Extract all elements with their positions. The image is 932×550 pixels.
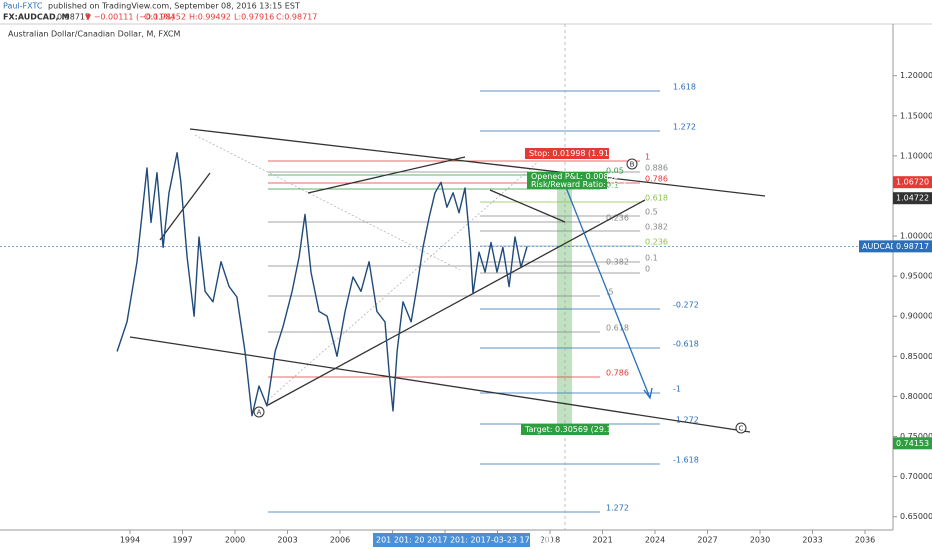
arrow-head [643, 387, 653, 400]
drawing-line [194, 134, 461, 271]
x-tick-label: 1997 [172, 536, 192, 545]
y-tick-label: 0.65000 [900, 512, 932, 521]
x-tick-label: 2003 [277, 536, 297, 545]
drawing-line [564, 184, 651, 399]
price-badge-label: 0.74153 [896, 439, 929, 448]
fib-label: 0.786 [606, 369, 629, 378]
stop-box [525, 148, 609, 159]
drawing-line [489, 189, 566, 223]
wave-label: B [630, 161, 635, 169]
fib-label: 1.272 [673, 123, 696, 132]
drawing-line [189, 128, 766, 197]
published: published on TradingView.com, September … [48, 2, 300, 11]
fib-label: 0.618 [606, 324, 629, 333]
target-zone [557, 187, 572, 425]
x-tick-label: 2000 [225, 536, 245, 545]
badge-name-box [859, 240, 893, 253]
y-tick-label: 0.75000 [900, 432, 932, 441]
pnl-label: Opened P&L: 0.00855 [531, 172, 619, 181]
ratio-label: Risk/Reward Ratio: 15.3 [531, 180, 626, 189]
wave-circle [735, 422, 747, 434]
fib-label: 1 [645, 153, 650, 162]
low: L:0.97916 [234, 13, 274, 22]
x-tick-label: 2006 [330, 536, 350, 545]
symbol: FX:AUDCAD, M [3, 13, 69, 22]
fib-label: -1.272 [673, 416, 699, 425]
target-label: Target: 0.30569 (29.19%) [524, 425, 627, 434]
y-tick-label: 0.95000 [900, 272, 932, 281]
fib-label: 1.618 [673, 83, 696, 92]
price-badge [893, 192, 932, 205]
chart-title: Australian Dollar/Canadian Dollar, M, FX… [8, 30, 181, 39]
fib-label: 0.5 [645, 208, 658, 217]
price-badge-label: 1.06720 [896, 178, 929, 187]
fib-label: .5 [606, 288, 614, 297]
pnl-box [527, 172, 607, 189]
publisher[interactable]: Paul-FXTC [3, 2, 43, 11]
y-tick-label: 1.10000 [900, 151, 932, 160]
y-tick-label: 0.85000 [900, 352, 932, 361]
y-tick-label: 0.70000 [900, 472, 932, 481]
fib-label: 0.786 [645, 175, 668, 184]
change: ▼ −0.00111 (−0.11%) [85, 13, 174, 22]
x-tick-label: 2018 [540, 536, 560, 545]
target-box [521, 424, 609, 435]
crosshair-label: 201 201: 20 2017 201: 2017-03-23 17:00:0… [376, 536, 555, 545]
drawing-line [267, 159, 541, 401]
last: 0.98717 [57, 13, 90, 22]
fib-label: 0.236 [645, 238, 668, 247]
price-badge [893, 176, 932, 189]
x-tick-label: 2036 [855, 536, 875, 545]
wave-circle [626, 158, 638, 170]
open: O:0.98452 [144, 13, 186, 22]
price-badge-label: 0.98717 [896, 242, 929, 251]
fib-label: 0.1 [606, 181, 619, 190]
drawing-line [307, 156, 466, 194]
x-tick-label: 2030 [750, 536, 770, 545]
price-badge [893, 437, 932, 450]
fib-label: 0.05 [606, 167, 624, 176]
crosshair-box [373, 533, 530, 547]
price-badge-label: 1.04722 [896, 194, 929, 203]
fib-label: -0.618 [673, 340, 699, 349]
fib-label: 1.272 [606, 504, 629, 513]
stop-label: Stop: 0.01998 (1.91%) [529, 149, 620, 158]
price-badge [893, 240, 932, 253]
x-tick-label: 1994 [120, 536, 140, 545]
wave-label: A [257, 409, 262, 417]
fib-label: 0.618 [645, 194, 668, 203]
y-tick-label: 0.90000 [900, 312, 932, 321]
drawing-line [159, 172, 211, 241]
fib-label: -0.272 [673, 301, 699, 310]
y-tick-label: 1.20000 [900, 71, 932, 80]
wave-circle [253, 406, 265, 418]
fib-label: -1 [673, 385, 681, 394]
fib-label: 0.236 [606, 214, 629, 223]
drawing-line [267, 199, 646, 406]
fib-label: -1.618 [673, 456, 699, 465]
x-tick-label: 2033 [802, 536, 822, 545]
y-tick-label: 1.00000 [900, 232, 932, 241]
wave-label: C [739, 425, 744, 433]
x-tick-label: 2021 [592, 536, 612, 545]
fib-label: 0.382 [645, 223, 668, 232]
fib-label: 0.1 [645, 254, 658, 263]
y-tick-label: 1.15000 [900, 111, 932, 120]
price-line [116, 152, 528, 417]
x-tick-label: 2027 [697, 536, 717, 545]
fib-label: 0.886 [645, 164, 668, 173]
high: H:0.99492 [189, 13, 231, 22]
badge-name: AUDCAD [862, 242, 897, 251]
fib-label: 0 [645, 265, 650, 274]
y-tick-label: 0.80000 [900, 392, 932, 401]
x-tick-label: 2024 [645, 536, 665, 545]
fib-label: 0.382 [606, 258, 629, 267]
drawing-line [129, 336, 751, 433]
close: C:0.98717 [276, 13, 317, 22]
